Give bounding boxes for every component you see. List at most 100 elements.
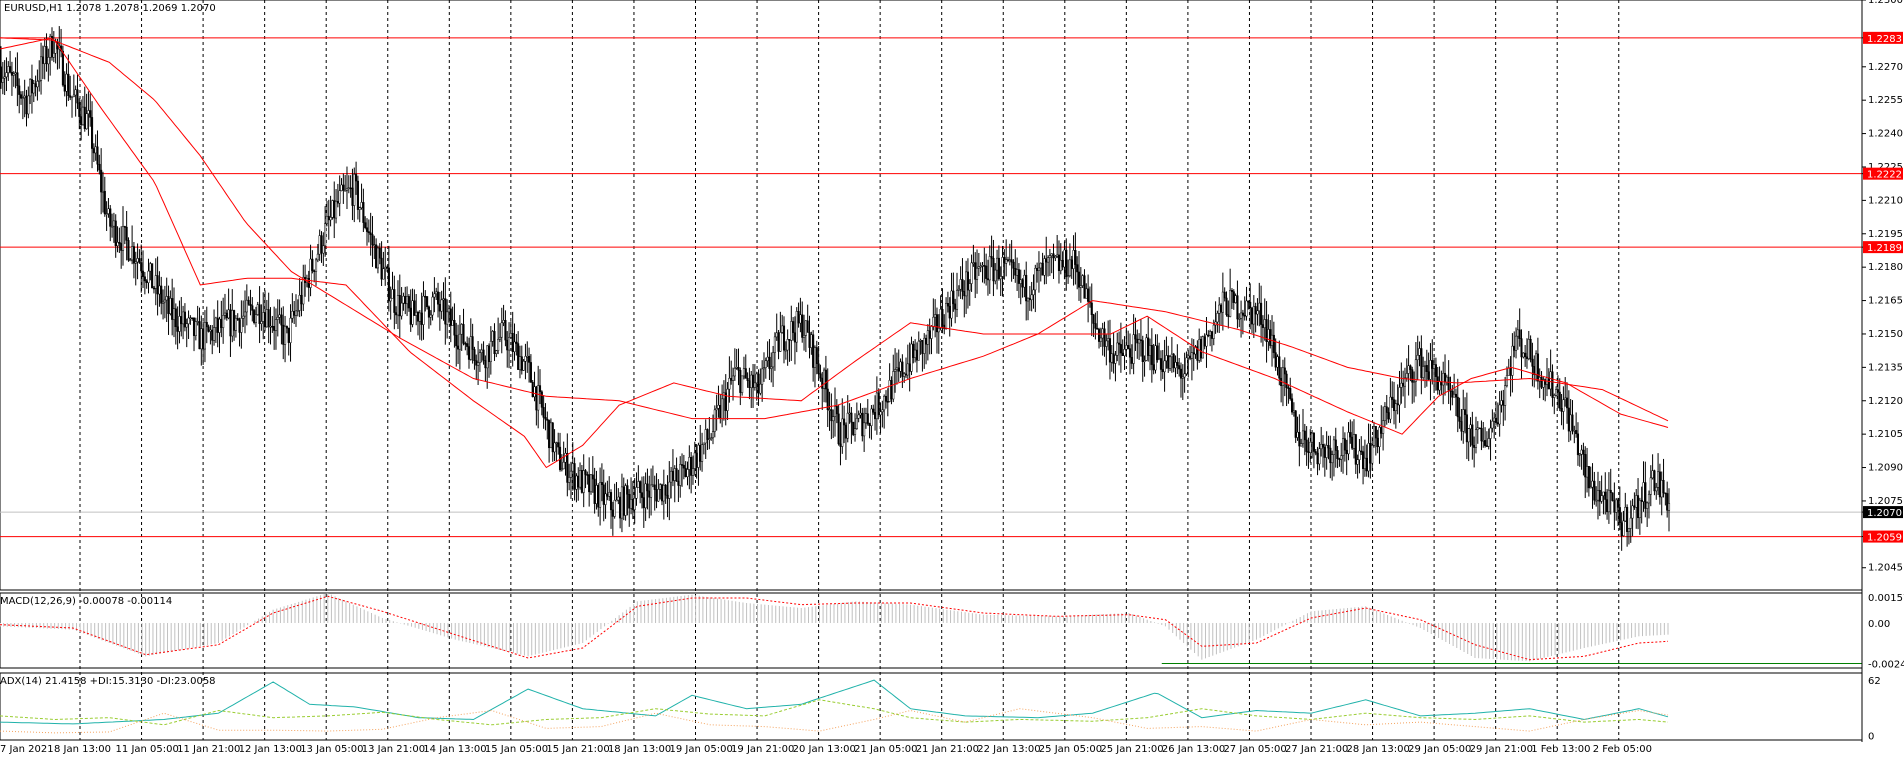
candle-body[interactable] <box>127 240 130 261</box>
candle-body[interactable] <box>848 412 851 415</box>
candle-body[interactable] <box>329 217 332 221</box>
candle-body[interactable] <box>941 308 944 326</box>
candle-body[interactable] <box>1640 499 1643 502</box>
candle-body[interactable] <box>169 298 172 314</box>
candle-body[interactable] <box>1655 487 1658 492</box>
candle-body[interactable] <box>1281 367 1285 387</box>
candle-body[interactable] <box>1576 433 1580 456</box>
candle-body[interactable] <box>597 485 600 508</box>
candle-body[interactable] <box>511 333 514 352</box>
candle-body[interactable] <box>1234 295 1237 303</box>
candle-body[interactable] <box>96 146 99 165</box>
candle-body[interactable] <box>744 368 747 379</box>
candle-body[interactable] <box>1225 297 1228 315</box>
candle-body[interactable] <box>34 83 37 88</box>
candle-body[interactable] <box>666 494 669 499</box>
candle-body[interactable] <box>47 57 50 65</box>
candle-body[interactable] <box>932 316 935 327</box>
candle-body[interactable] <box>147 270 150 283</box>
candle-body[interactable] <box>1185 357 1188 375</box>
candle-body[interactable] <box>1456 396 1459 418</box>
candle-body[interactable] <box>371 234 374 246</box>
candle-body[interactable] <box>353 174 356 206</box>
candle-body[interactable] <box>236 317 239 321</box>
candle-body[interactable] <box>1172 353 1175 369</box>
candle-body[interactable] <box>548 420 551 449</box>
candle-body[interactable] <box>631 499 634 510</box>
candle-body[interactable] <box>1604 491 1607 500</box>
candle-body[interactable] <box>400 302 403 317</box>
candle-body[interactable] <box>311 258 314 271</box>
candle-body[interactable] <box>1170 353 1173 358</box>
candle-body[interactable] <box>100 169 103 193</box>
candle-body[interactable] <box>528 355 531 363</box>
candle-body[interactable] <box>837 413 840 445</box>
candle-body[interactable] <box>349 187 352 190</box>
candle-body[interactable] <box>1482 440 1485 442</box>
candle-body[interactable] <box>393 289 396 313</box>
candle-body[interactable] <box>1363 457 1366 469</box>
candle-body[interactable] <box>1045 258 1048 263</box>
candle-body[interactable] <box>1139 339 1142 341</box>
candle-body[interactable] <box>1238 318 1241 320</box>
candle-body[interactable] <box>1068 259 1071 276</box>
candle-body[interactable] <box>107 208 110 214</box>
candle-body[interactable] <box>1593 480 1596 501</box>
candle-body[interactable] <box>1600 495 1603 502</box>
candle-body[interactable] <box>728 378 731 390</box>
candle-body[interactable] <box>67 73 70 96</box>
candle-body[interactable] <box>997 257 1000 280</box>
candle-body[interactable] <box>1187 355 1190 359</box>
candle-body[interactable] <box>546 418 549 421</box>
candle-body[interactable] <box>711 431 715 439</box>
candle-body[interactable] <box>551 422 554 453</box>
candle-body[interactable] <box>165 296 168 301</box>
candle-body[interactable] <box>81 106 84 126</box>
candle-body[interactable] <box>686 469 689 477</box>
candle-body[interactable] <box>1199 339 1203 359</box>
candle-body[interactable] <box>19 94 23 99</box>
candle-body[interactable] <box>1413 381 1416 383</box>
candle-body[interactable] <box>171 298 174 320</box>
candle-body[interactable] <box>857 414 860 419</box>
candle-body[interactable] <box>12 73 15 76</box>
candle-body[interactable] <box>398 295 401 317</box>
candle-body[interactable] <box>1473 444 1476 448</box>
candle-body[interactable] <box>429 314 432 318</box>
candle-body[interactable] <box>446 311 449 325</box>
candle-body[interactable] <box>801 314 804 338</box>
candle-body[interactable] <box>123 226 126 228</box>
candle-body[interactable] <box>464 343 467 345</box>
candle-body[interactable] <box>151 263 154 289</box>
candle-body[interactable] <box>965 271 968 297</box>
candle-body[interactable] <box>1145 337 1148 361</box>
candle-body[interactable] <box>979 265 982 268</box>
candle-body[interactable] <box>1535 353 1538 376</box>
candle-body[interactable] <box>1116 342 1119 356</box>
candle-body[interactable] <box>1615 499 1618 513</box>
candle-body[interactable] <box>422 295 425 325</box>
candle-body[interactable] <box>1518 329 1521 339</box>
candle-body[interactable] <box>389 297 392 302</box>
candle-body[interactable] <box>1502 400 1505 406</box>
candle-body[interactable] <box>160 285 163 304</box>
moving-average-line[interactable] <box>0 37 1669 469</box>
candle-body[interactable] <box>1314 451 1317 454</box>
candle-body[interactable] <box>1478 427 1481 430</box>
candle-body[interactable] <box>1076 264 1079 273</box>
candle-body[interactable] <box>533 386 536 398</box>
candle-body[interactable] <box>477 362 480 366</box>
candle-body[interactable] <box>679 464 682 486</box>
candle-body[interactable] <box>61 50 64 86</box>
candle-body[interactable] <box>1245 300 1248 317</box>
candle-body[interactable] <box>162 301 165 304</box>
candle-body[interactable] <box>996 257 999 271</box>
candle-body[interactable] <box>231 310 234 337</box>
candle-body[interactable] <box>1423 365 1427 367</box>
candle-body[interactable] <box>923 337 926 354</box>
candle-body[interactable] <box>702 442 705 445</box>
candle-body[interactable] <box>830 409 833 422</box>
candle-body[interactable] <box>1016 269 1019 276</box>
candle-body[interactable] <box>447 308 451 313</box>
candle-body[interactable] <box>819 373 822 379</box>
